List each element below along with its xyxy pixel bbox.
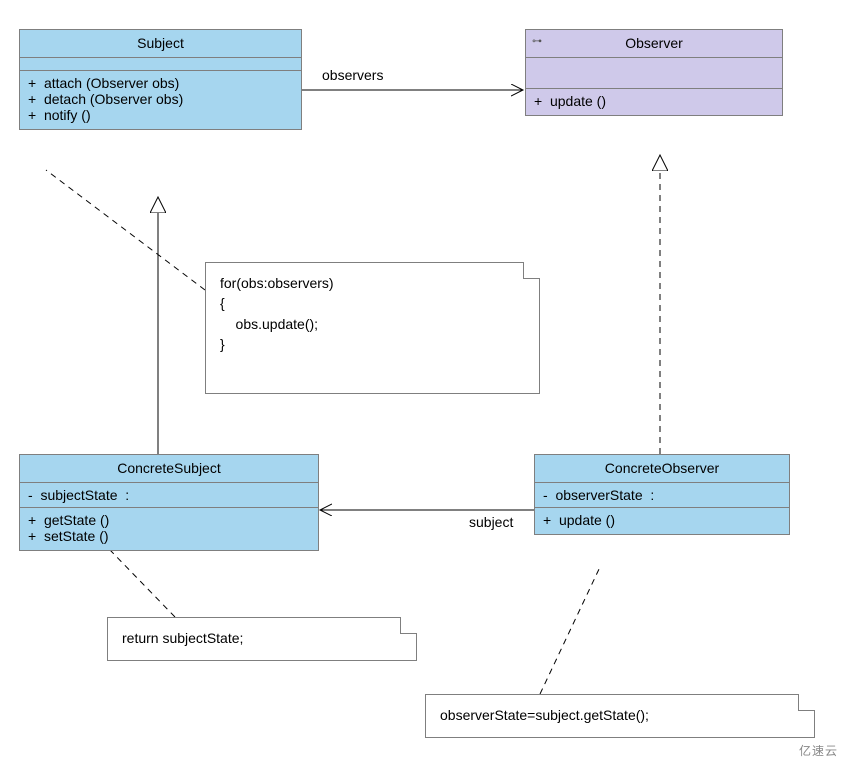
interface-marker-icon: ⊶ [532,36,542,47]
op-getstate: + getState () [28,512,310,528]
op-attach: + attach (Observer obs) [28,75,293,91]
note-getstate-text: return subjectState; [122,628,404,648]
class-concreteobserver-attrs: - observerState : [535,483,789,508]
edge-note-update-anchor [540,567,600,694]
op-update: + update () [534,93,774,109]
class-subject: Subject + attach (Observer obs) + detach… [19,29,302,130]
label-observers: observers [322,67,383,83]
class-subject-title: Subject [20,30,301,58]
note-fold-icon [400,617,417,634]
class-concreteobserver-ops: + update () [535,508,789,534]
class-observer-ops: + update () [526,89,782,115]
class-observer: ⊶ Observer + update () [525,29,783,116]
class-subject-ops: + attach (Observer obs) + detach (Observ… [20,71,301,129]
op-setstate: + setState () [28,528,310,544]
class-concreteobserver-title: ConcreteObserver [535,455,789,483]
label-subject: subject [469,514,513,530]
note-getstate: return subjectState; [107,617,417,661]
class-observer-attrs [526,58,782,89]
attr-observerstate: - observerState : [543,487,781,503]
attr-subjectstate: - subjectState : [28,487,310,503]
note-fold-icon [523,262,540,279]
class-concretesubject-ops: + getState () + setState () [20,508,318,550]
op-update2: + update () [543,512,781,528]
note-notify: for(obs:observers) { obs.update(); } [205,262,540,394]
edge-note-getstate-anchor [110,550,175,617]
class-concretesubject-attrs: - subjectState : [20,483,318,508]
note-update: observerState=subject.getState(); [425,694,815,738]
class-concreteobserver: ConcreteObserver - observerState : + upd… [534,454,790,535]
edge-note-notify-anchor [46,170,205,290]
class-observer-title: Observer [526,30,782,58]
class-subject-attrs [20,58,301,71]
note-fold-icon [798,694,815,711]
op-detach: + detach (Observer obs) [28,91,293,107]
watermark: 亿速云 [799,742,838,759]
note-update-text: observerState=subject.getState(); [440,705,802,725]
op-notify: + notify () [28,107,293,123]
note-notify-text: for(obs:observers) { obs.update(); } [220,273,527,354]
class-concretesubject-title: ConcreteSubject [20,455,318,483]
class-concretesubject: ConcreteSubject - subjectState : + getSt… [19,454,319,551]
